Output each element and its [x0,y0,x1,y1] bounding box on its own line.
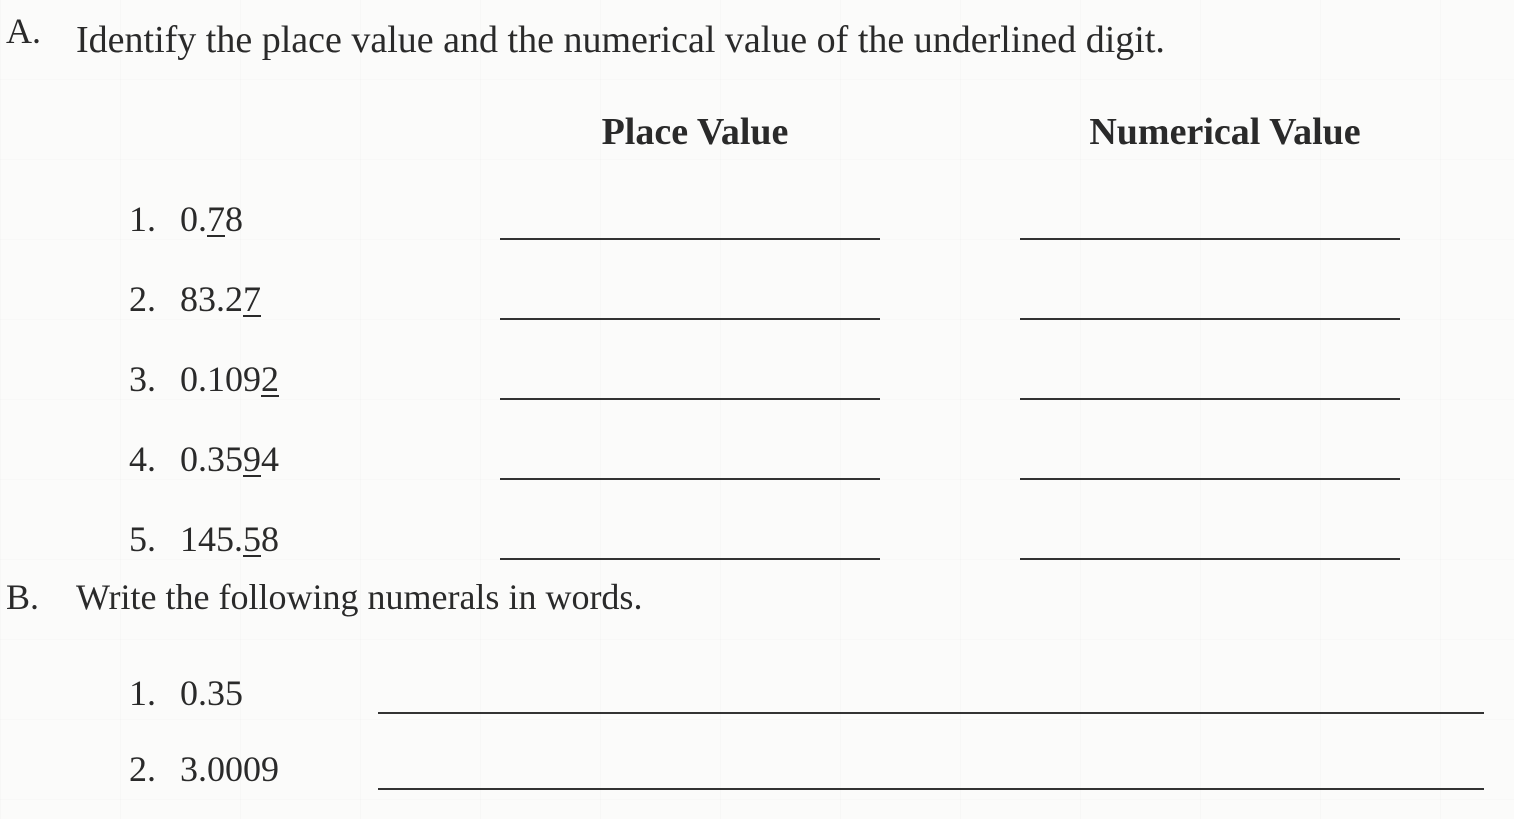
item-number: 2. [76,278,180,320]
item-number: 1. [76,198,180,240]
underlined-digit: 7 [243,279,261,319]
digits-pre: 0.109 [180,359,261,399]
digits-pre: 83.2 [180,279,243,319]
section-a-instruction: Identify the place value and the numeric… [76,10,1165,64]
blank-place-value[interactable] [500,446,880,480]
digits-pre: 0. [180,199,207,239]
blank-numerical-value[interactable] [1020,446,1400,480]
item-value: 0.35 [180,672,370,714]
item-value: 0.3594 [180,438,480,480]
blank-word-form[interactable] [378,752,1484,790]
underlined-digit: 5 [243,519,261,559]
worksheet-page: A. Identify the place value and the nume… [0,0,1514,819]
blank-place-value[interactable] [500,286,880,320]
blank-place-value[interactable] [500,366,880,400]
header-numerical-value: Numerical Value [1010,110,1440,154]
digits-post: 8 [261,519,279,559]
section-b-item-2: 2. 3.0009 [0,714,1484,790]
section-b-letter: B. [0,576,76,618]
item-value: 83.27 [180,278,480,320]
digits-post: 8 [225,199,243,239]
section-a-column-headers: Place Value Numerical Value [0,70,1484,160]
item-value: 145.58 [180,518,480,560]
item-number: 2. [76,748,180,790]
underlined-digit: 2 [261,359,279,399]
blank-numerical-value[interactable] [1020,366,1400,400]
section-a-item-1: 1. 0.78 [0,160,1484,240]
blank-numerical-value[interactable] [1020,526,1400,560]
section-a-item-4: 4. 0.3594 [0,400,1484,480]
blank-place-value[interactable] [500,526,880,560]
underlined-digit: 7 [207,199,225,239]
digits-pre: 0.35 [180,439,243,479]
underlined-digit: 9 [243,439,261,479]
section-a-header-row: A. Identify the place value and the nume… [0,10,1484,70]
item-number: 5. [76,518,180,560]
digits-post: 4 [261,439,279,479]
section-a-item-2: 2. 83.27 [0,240,1484,320]
section-a-item-5: 5. 145.58 [0,480,1484,560]
section-b-item-1: 1. 0.35 [0,638,1484,714]
section-b-header-row: B. Write the following numerals in words… [0,568,1484,638]
item-number: 4. [76,438,180,480]
item-value: 3.0009 [180,748,370,790]
item-value: 0.78 [180,198,480,240]
blank-numerical-value[interactable] [1020,286,1400,320]
item-value: 0.1092 [180,358,480,400]
item-number: 3. [76,358,180,400]
blank-word-form[interactable] [378,676,1484,714]
blank-place-value[interactable] [500,206,880,240]
section-b-instruction: Write the following numerals in words. [76,568,642,619]
section-a-letter: A. [0,10,76,52]
digits-pre: 145. [180,519,243,559]
section-a-item-3: 3. 0.1092 [0,320,1484,400]
blank-numerical-value[interactable] [1020,206,1400,240]
item-number: 1. [76,672,180,714]
header-place-value: Place Value [480,110,910,154]
